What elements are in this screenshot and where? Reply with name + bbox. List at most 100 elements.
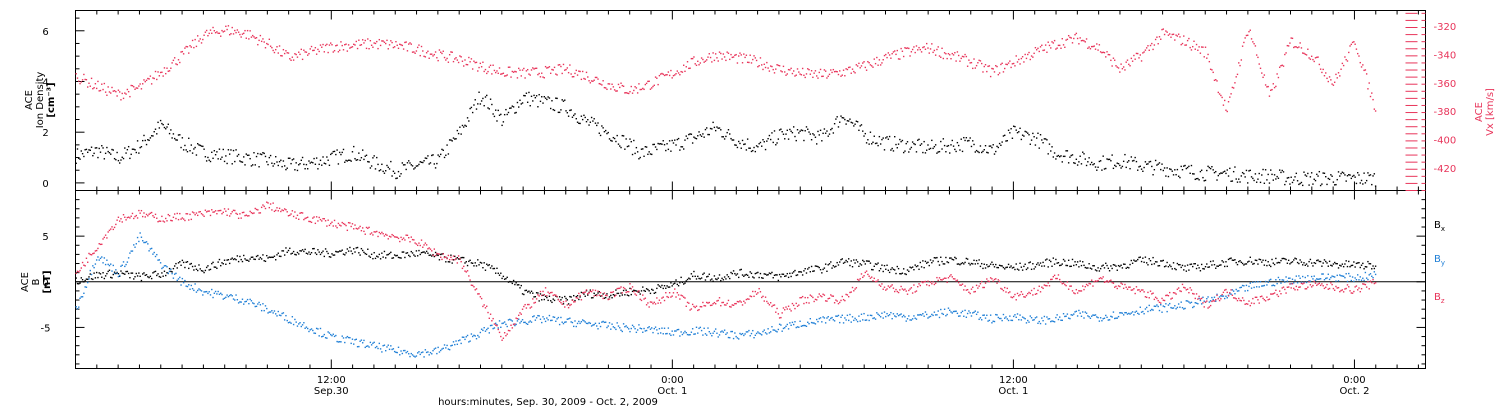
- data-point: [1145, 262, 1148, 264]
- data-point: [625, 291, 627, 294]
- data-point: [501, 322, 503, 325]
- data-point: [1335, 183, 1337, 186]
- data-point: [729, 133, 731, 135]
- data-point: [929, 259, 932, 261]
- data-point: [113, 157, 116, 160]
- data-point: [1098, 160, 1101, 163]
- data-point: [167, 213, 169, 216]
- data-point: [1373, 267, 1376, 270]
- data-point: [386, 346, 388, 348]
- data-point: [489, 98, 492, 100]
- data-point: [212, 26, 214, 29]
- data-point: [863, 61, 865, 63]
- data-point: [1184, 307, 1186, 310]
- data-point: [186, 150, 189, 153]
- data-point: [353, 43, 355, 46]
- data-point: [1298, 46, 1300, 48]
- data-point: [1125, 311, 1127, 314]
- data-point: [370, 232, 373, 234]
- data-point: [1333, 81, 1336, 83]
- data-point: [1209, 68, 1212, 70]
- data-point: [184, 144, 186, 147]
- data-point: [373, 42, 375, 44]
- data-point: [533, 296, 535, 298]
- data-point: [346, 248, 349, 250]
- data-point: [136, 236, 139, 239]
- data-point: [1268, 279, 1271, 281]
- data-point: [762, 295, 764, 298]
- data-point: [911, 141, 914, 143]
- data-point: [708, 301, 710, 304]
- data-point: [899, 314, 901, 316]
- data-point: [166, 67, 168, 69]
- data-point: [721, 301, 723, 304]
- data-point: [1130, 259, 1133, 262]
- data-point: [892, 150, 895, 152]
- data-point: [722, 301, 725, 304]
- data-point: [763, 273, 765, 275]
- data-point: [594, 294, 597, 297]
- data-point: [1278, 66, 1281, 68]
- data-point: [867, 139, 869, 141]
- data-point: [978, 59, 980, 62]
- data-point: [1369, 273, 1372, 275]
- data-point: [104, 152, 107, 155]
- data-point: [253, 152, 255, 154]
- data-point: [918, 46, 920, 49]
- data-point: [1131, 160, 1134, 162]
- data-point: [336, 44, 338, 46]
- data-point: [482, 329, 484, 332]
- data-point: [833, 320, 836, 322]
- data-point: [520, 284, 522, 287]
- data-point: [556, 295, 558, 298]
- data-point: [629, 283, 631, 285]
- data-point: [1286, 44, 1289, 47]
- data-point: [1229, 167, 1231, 170]
- data-point: [232, 149, 235, 152]
- data-point: [1232, 87, 1235, 89]
- data-point: [1160, 38, 1162, 40]
- data-point: [1248, 170, 1250, 172]
- data-point: [755, 272, 758, 274]
- data-point: [979, 60, 982, 62]
- data-point: [571, 299, 574, 301]
- data-point: [199, 268, 201, 270]
- data-point: [1363, 268, 1365, 270]
- data-point: [518, 314, 520, 317]
- data-point: [917, 265, 919, 267]
- data-point: [1047, 318, 1049, 320]
- data-point: [718, 274, 721, 276]
- data-point: [1363, 172, 1365, 174]
- data-point: [1048, 318, 1051, 320]
- data-point: [1057, 318, 1060, 321]
- data-point: [560, 65, 562, 68]
- data-point: [980, 62, 983, 65]
- x-tick-label-date: Oct. 1: [657, 386, 687, 397]
- data-point: [597, 122, 599, 124]
- data-point: [1105, 262, 1107, 265]
- data-point: [555, 294, 557, 296]
- data-point: [118, 220, 121, 222]
- data-point: [1287, 45, 1290, 47]
- data-point: [712, 303, 714, 305]
- data-point: [447, 348, 450, 350]
- data-point: [648, 151, 650, 153]
- data-point: [761, 64, 763, 66]
- data-point: [1052, 257, 1055, 259]
- data-point: [662, 296, 664, 298]
- data-point: [147, 139, 149, 141]
- data-point: [110, 92, 112, 94]
- data-point: [936, 48, 938, 51]
- data-point: [619, 145, 621, 147]
- data-point: [594, 322, 597, 325]
- data-point: [1333, 261, 1336, 264]
- data-point: [1057, 262, 1060, 264]
- data-point: [617, 287, 620, 290]
- data-point: [862, 319, 864, 321]
- data-point: [932, 51, 934, 54]
- data-point: [1099, 267, 1102, 270]
- data-point: [671, 330, 673, 332]
- data-point: [310, 328, 313, 330]
- data-point: [283, 319, 286, 321]
- data-point: [685, 332, 687, 334]
